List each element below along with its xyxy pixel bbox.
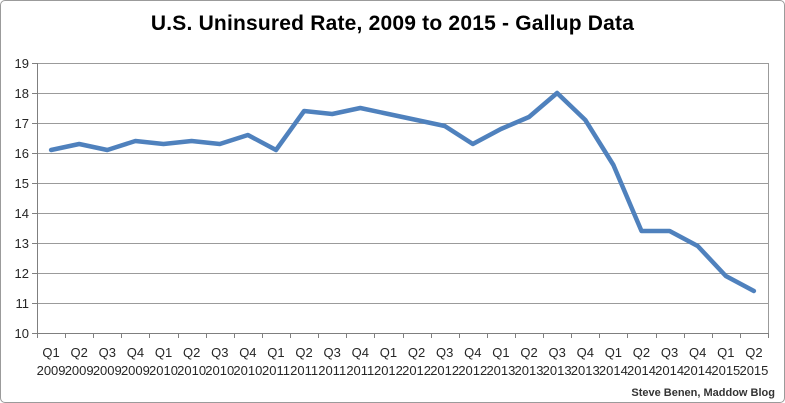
- svg-text:2013: 2013: [571, 363, 600, 378]
- svg-text:18: 18: [15, 86, 29, 101]
- svg-text:2014: 2014: [599, 363, 628, 378]
- svg-text:Q2: Q2: [408, 345, 425, 360]
- svg-text:2014: 2014: [683, 363, 712, 378]
- svg-text:Q3: Q3: [548, 345, 565, 360]
- svg-text:2012: 2012: [458, 363, 487, 378]
- svg-text:Q1: Q1: [380, 345, 397, 360]
- svg-text:Q3: Q3: [661, 345, 678, 360]
- svg-text:17: 17: [15, 116, 29, 131]
- svg-text:Q1: Q1: [42, 345, 59, 360]
- svg-text:Q4: Q4: [352, 345, 369, 360]
- data-line-uninsured-rate: [48, 90, 757, 294]
- svg-text:12: 12: [15, 266, 29, 281]
- svg-text:Q2: Q2: [745, 345, 762, 360]
- svg-text:11: 11: [16, 296, 30, 311]
- svg-text:Q1: Q1: [155, 345, 172, 360]
- svg-text:10: 10: [15, 326, 29, 341]
- svg-text:2013: 2013: [515, 363, 544, 378]
- svg-text:2011: 2011: [290, 363, 318, 378]
- svg-text:2010: 2010: [177, 363, 206, 378]
- svg-text:Q2: Q2: [520, 345, 537, 360]
- chart-title: U.S. Uninsured Rate, 2009 to 2015 - Gall…: [150, 12, 635, 35]
- svg-text:2013: 2013: [543, 363, 572, 378]
- svg-text:Q4: Q4: [464, 345, 481, 360]
- svg-text:Q1: Q1: [605, 345, 622, 360]
- svg-text:Q2: Q2: [295, 345, 312, 360]
- svg-text:2011: 2011: [262, 363, 290, 378]
- svg-text:2009: 2009: [37, 363, 66, 378]
- svg-text:Q3: Q3: [436, 345, 453, 360]
- svg-text:Q1: Q1: [492, 345, 509, 360]
- svg-text:14: 14: [15, 206, 29, 221]
- svg-text:2014: 2014: [627, 363, 656, 378]
- svg-text:2012: 2012: [430, 363, 459, 378]
- svg-text:2014: 2014: [655, 363, 684, 378]
- svg-text:Q1: Q1: [267, 345, 284, 360]
- credit-text: Steve Benen, Maddow Blog: [631, 387, 775, 399]
- svg-text:2010: 2010: [233, 363, 262, 378]
- svg-text:Q2: Q2: [183, 345, 200, 360]
- svg-text:Q4: Q4: [239, 345, 256, 360]
- svg-text:Q3: Q3: [211, 345, 228, 360]
- svg-text:Q3: Q3: [99, 345, 116, 360]
- svg-text:2013: 2013: [486, 363, 515, 378]
- svg-text:16: 16: [15, 146, 29, 161]
- svg-text:15: 15: [15, 176, 29, 191]
- svg-text:Q1: Q1: [717, 345, 734, 360]
- svg-text:2010: 2010: [149, 363, 178, 378]
- svg-text:2015: 2015: [711, 363, 740, 378]
- svg-text:Q2: Q2: [71, 345, 88, 360]
- svg-text:13: 13: [15, 236, 29, 251]
- svg-text:2015: 2015: [739, 363, 768, 378]
- svg-text:Q3: Q3: [324, 345, 341, 360]
- svg-text:2009: 2009: [65, 363, 94, 378]
- svg-text:Q4: Q4: [689, 345, 706, 360]
- svg-text:Q4: Q4: [577, 345, 594, 360]
- svg-text:2009: 2009: [93, 363, 122, 378]
- svg-text:2011: 2011: [346, 363, 374, 378]
- svg-text:2010: 2010: [205, 363, 234, 378]
- svg-text:19: 19: [15, 56, 29, 71]
- svg-text:Q2: Q2: [633, 345, 650, 360]
- svg-text:2012: 2012: [402, 363, 431, 378]
- svg-text:2011: 2011: [318, 363, 346, 378]
- svg-text:Q4: Q4: [127, 345, 144, 360]
- svg-text:2009: 2009: [121, 363, 150, 378]
- svg-text:2012: 2012: [374, 363, 403, 378]
